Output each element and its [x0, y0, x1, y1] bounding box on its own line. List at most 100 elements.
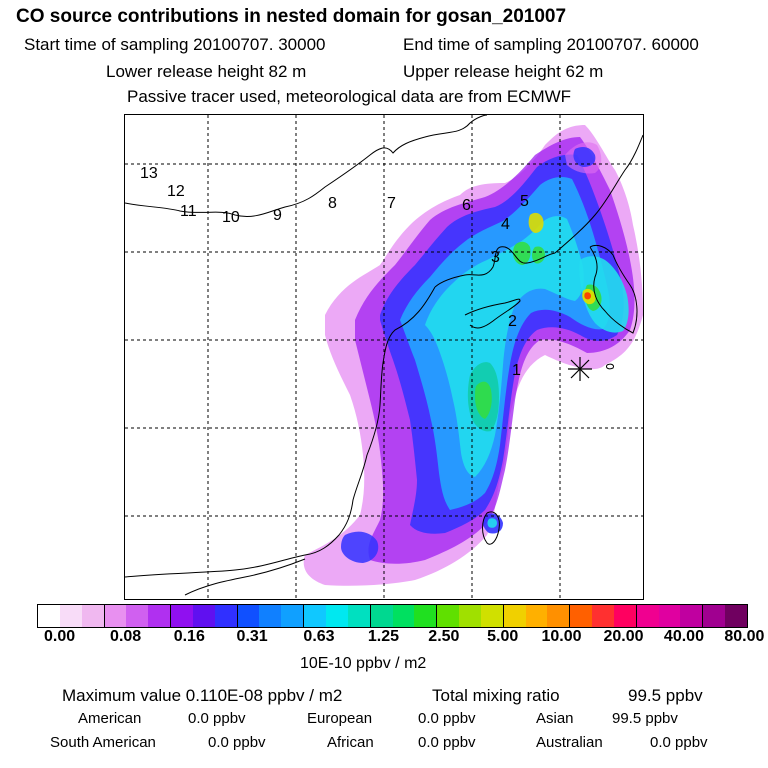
shandong: [464, 298, 521, 329]
south-american-value: 0.0 ppbv: [208, 734, 266, 751]
colorbar-swatch: [347, 605, 370, 627]
map-panel: 1 2 3 4 5 6 7 8 9 10 11 12 13: [124, 114, 644, 600]
colorbar-swatch: [525, 605, 548, 627]
colorbar-swatch: [569, 605, 593, 627]
china-coast: [125, 286, 436, 578]
plume-contour: [475, 381, 492, 419]
region-label-1: 1: [512, 362, 521, 379]
coastlines: [125, 115, 643, 596]
american-label: American: [78, 710, 142, 727]
region-label-5: 5: [520, 193, 529, 210]
plume-contour: [425, 216, 584, 477]
gosan-marker: [568, 357, 592, 381]
region-labels: 1 2 3 4 5 6 7 8 9 10 11 12 13: [140, 165, 529, 379]
plume-contour: [532, 246, 545, 264]
region-label-11: 11: [180, 203, 197, 220]
colorbar-swatch: [414, 605, 437, 627]
colorbar-tick-label: 2.50: [428, 628, 460, 645]
info-line: Passive tracer used, meteorological data…: [127, 87, 572, 106]
colorbar-swatch: [325, 605, 348, 627]
colorbar-swatch: [170, 605, 193, 627]
colorbar-swatch: [369, 605, 393, 627]
colorbar-swatch: [38, 605, 60, 627]
colorbar-tick-label: 5.00: [487, 628, 519, 645]
colorbar-swatch: [635, 605, 659, 627]
page-title: CO source contributions in nested domain…: [16, 6, 567, 27]
african-value: 0.0 ppbv: [418, 734, 476, 751]
south-american-label: South American: [50, 734, 156, 751]
colorbar-tick-label: 40.00: [663, 628, 704, 645]
northern-border: [125, 115, 488, 217]
colorbar: [37, 604, 748, 628]
colorbar-swatch: [281, 605, 304, 627]
asian-label: Asian: [536, 710, 574, 727]
colorbar-swatch: [702, 605, 726, 627]
colorbar-tick-label: 0.00: [43, 628, 76, 645]
colorbar-swatch: [259, 605, 282, 627]
colorbar-swatch: [592, 605, 614, 627]
total-mixing-label: Total mixing ratio: [432, 686, 560, 705]
region-label-4: 4: [501, 216, 510, 233]
region-label-10: 10: [222, 209, 240, 226]
colorbar-swatch: [126, 605, 149, 627]
colorbar-swatch: [436, 605, 460, 627]
colorbar-swatch: [59, 605, 82, 627]
southern-coast: [184, 558, 306, 596]
plume-contour: [341, 531, 379, 563]
upper-release-label: Upper release height 62 m: [403, 62, 604, 81]
american-value: 0.0 ppbv: [188, 710, 246, 727]
northeast-coast: [554, 134, 643, 254]
region-label-2: 2: [508, 313, 517, 330]
colorbar-swatch: [303, 605, 326, 627]
colorbar-swatch: [236, 605, 260, 627]
colorbar-swatch: [192, 605, 215, 627]
colorbar-swatch: [613, 605, 636, 627]
african-label: African: [327, 734, 374, 751]
taiwan: [482, 511, 500, 545]
colorbar-swatch: [680, 605, 703, 627]
colorbar-swatch: [214, 605, 237, 627]
region-label-6: 6: [462, 197, 471, 214]
region-label-3: 3: [491, 249, 500, 266]
region-label-8: 8: [328, 195, 337, 212]
bohai-coast: [434, 246, 556, 288]
colorbar-tick-label: 80.00: [724, 628, 765, 645]
jeju: [606, 363, 614, 370]
australian-label: Australian: [536, 734, 603, 751]
colorbar-swatch: [392, 605, 415, 627]
colorbar-swatch: [502, 605, 526, 627]
colorbar-swatch: [459, 605, 481, 627]
region-label-9: 9: [273, 207, 282, 224]
colorbar-units: 10E-10 ppbv / m2: [300, 655, 427, 672]
colorbar-tick-label: 0.63: [303, 628, 335, 645]
colorbar-swatch: [725, 605, 747, 627]
plume-contour: [573, 147, 596, 167]
end-time-label: End time of sampling 20100707. 60000: [403, 35, 699, 54]
european-label: European: [307, 710, 373, 727]
region-label-7: 7: [387, 195, 396, 212]
korea-coast: [589, 244, 638, 334]
australian-value: 0.0 ppbv: [650, 734, 708, 751]
asian-value: 99.5 ppbv: [612, 710, 678, 727]
colorbar-swatch: [103, 605, 127, 627]
map-canvas: 1 2 3 4 5 6 7 8 9 10 11 12 13: [125, 115, 643, 599]
colorbar-tick-label: 20.00: [603, 628, 644, 645]
colorbar-tick-label: 0.31: [236, 628, 268, 645]
total-mixing-value: 99.5 ppbv: [628, 686, 703, 705]
start-time-label: Start time of sampling 20100707. 30000: [24, 35, 326, 54]
colorbar-tick-label: 0.08: [110, 628, 142, 645]
colorbar-swatch: [658, 605, 681, 627]
plume-contour: [528, 212, 544, 233]
colorbar-swatch: [81, 605, 104, 627]
plume-field: [303, 125, 643, 586]
region-label-12: 12: [167, 183, 185, 200]
european-value: 0.0 ppbv: [418, 710, 476, 727]
colorbar-swatch: [148, 605, 171, 627]
colorbar-tick-label: 10.00: [541, 628, 582, 645]
plume-contour: [579, 256, 629, 333]
region-label-13: 13: [140, 165, 158, 182]
colorbar-swatch: [547, 605, 570, 627]
colorbar-tick-label: 1.25: [367, 628, 400, 645]
max-value-label: Maximum value 0.110E-08 ppbv / m2: [62, 686, 343, 705]
colorbar-tick-label: 0.16: [173, 628, 205, 645]
